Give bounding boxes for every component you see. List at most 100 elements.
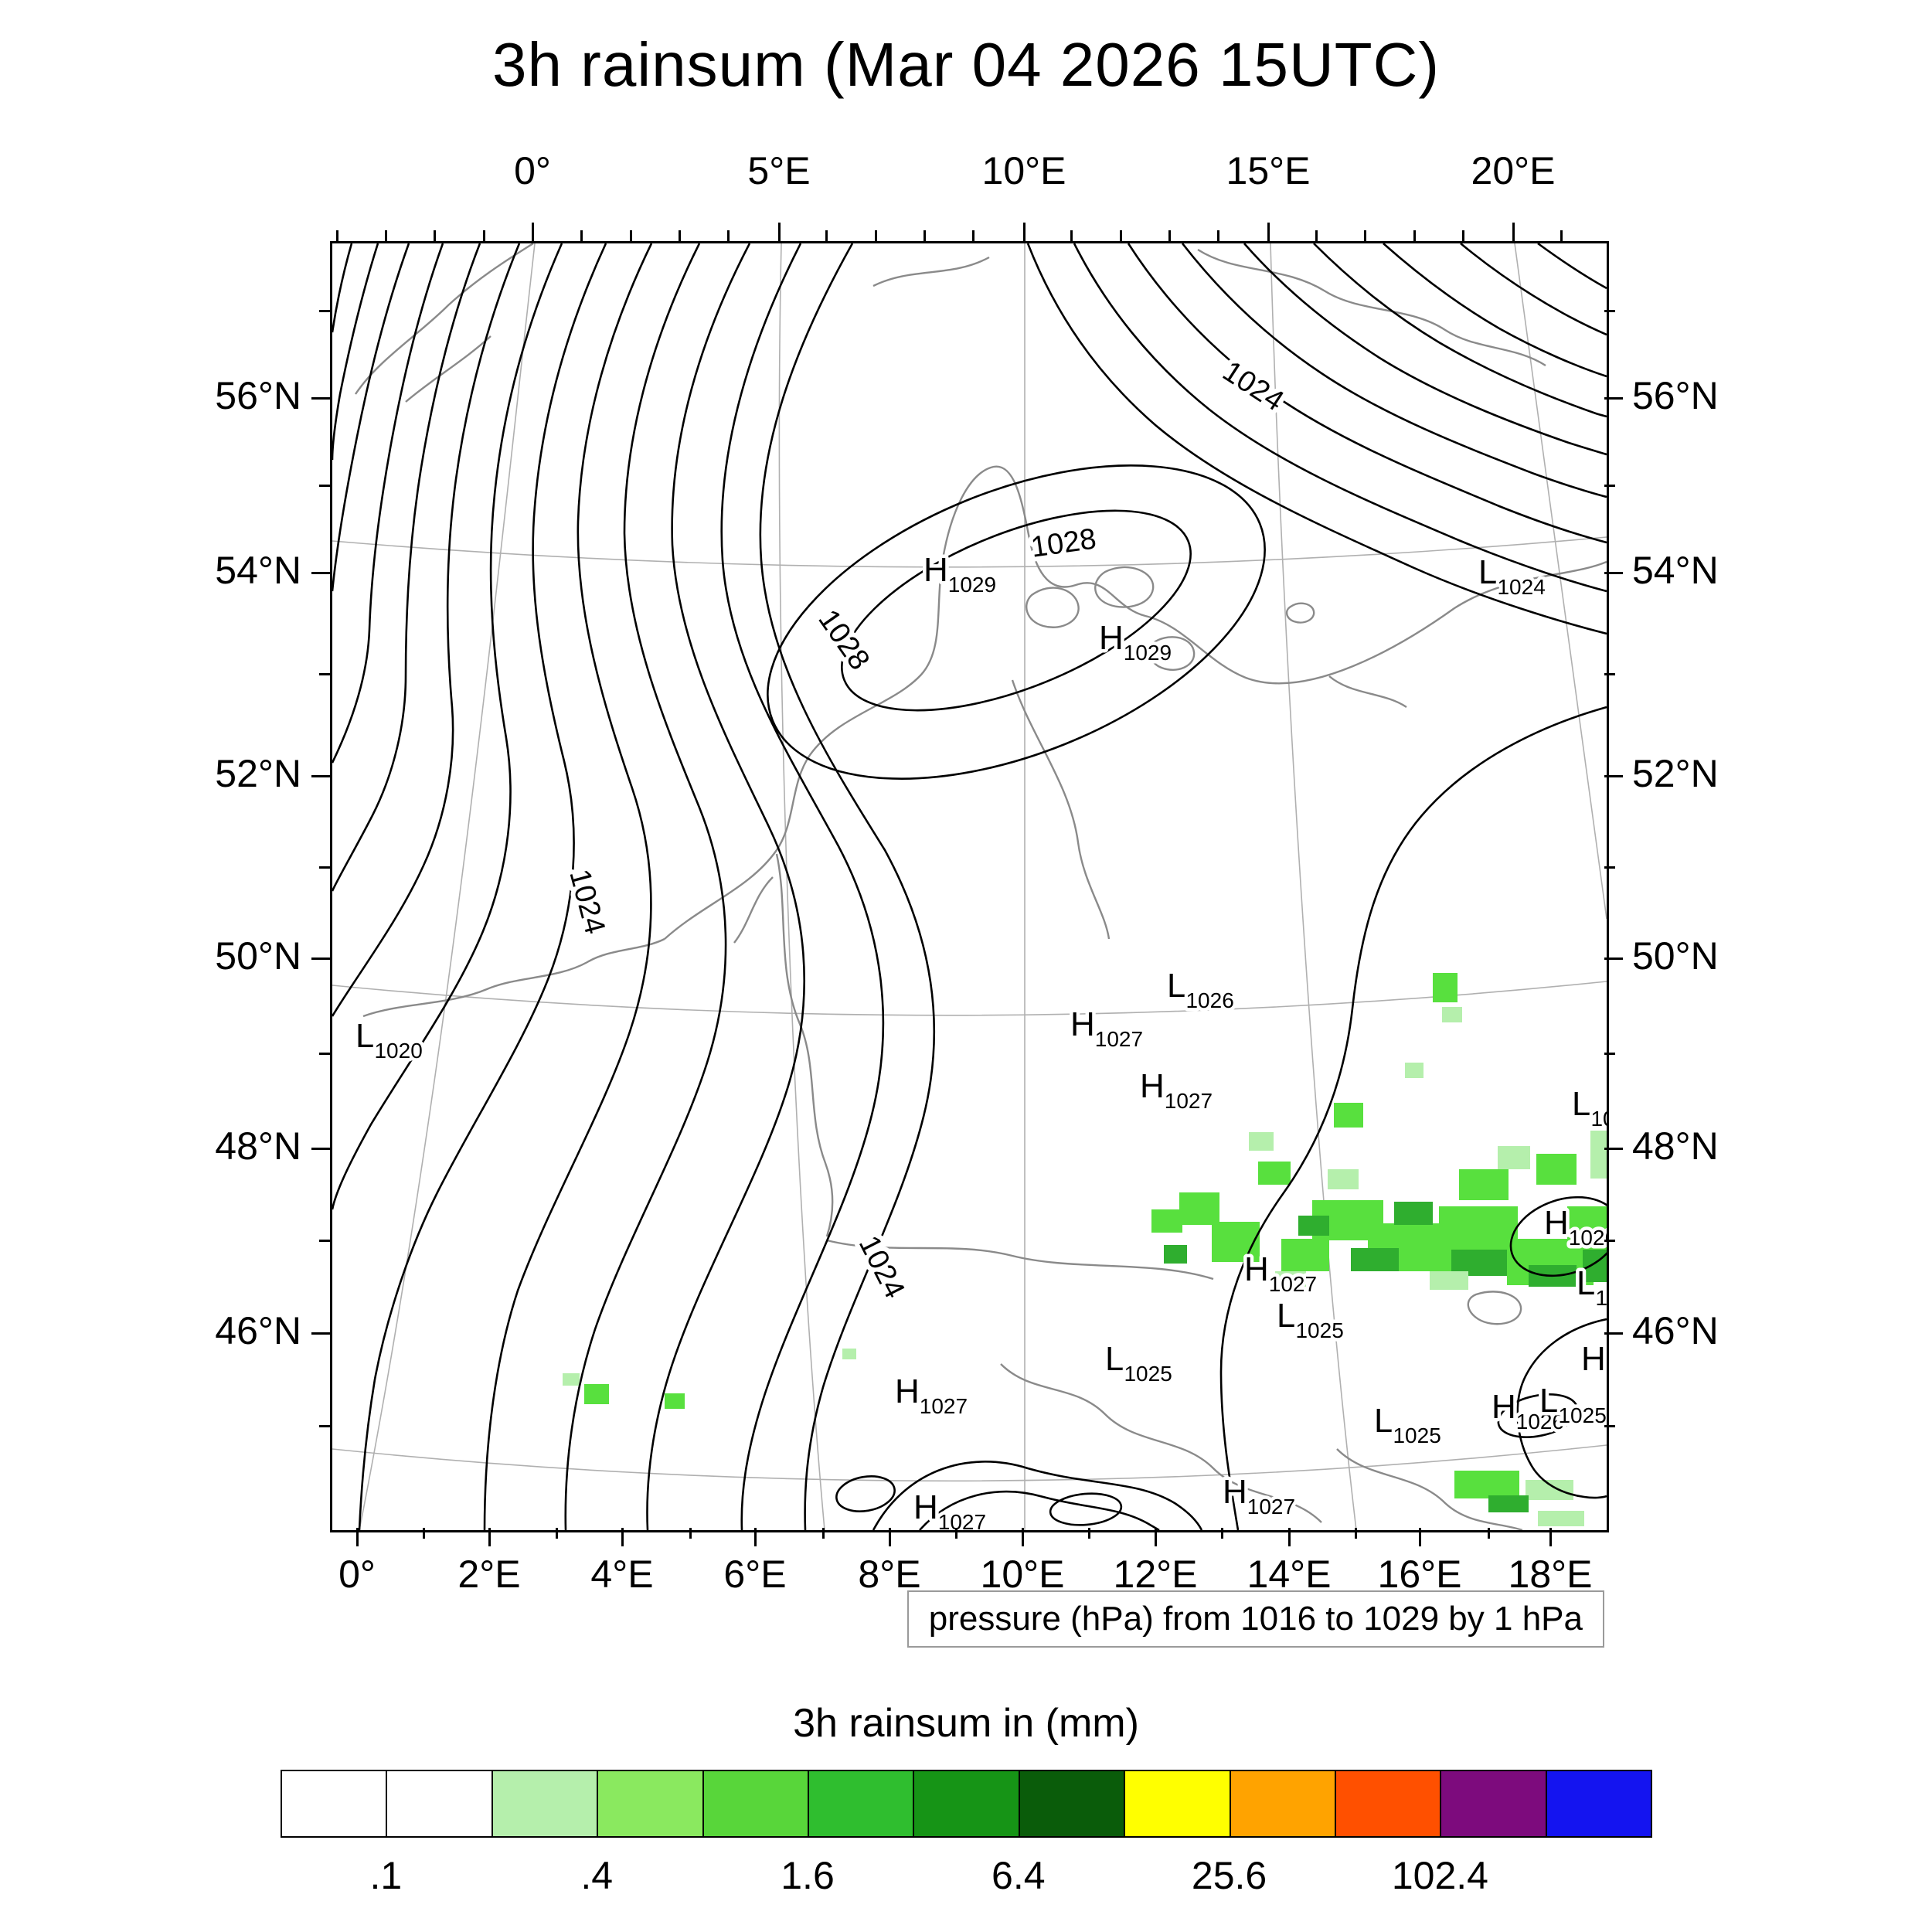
isobar-line [1313,243,1607,418]
coastline [355,243,534,395]
axis-bottom-label: 12°E [1113,1553,1198,1596]
axis-right-tick [1604,1332,1623,1335]
axis-bottom-tick [1419,1528,1421,1546]
coastline [1011,679,1111,940]
axis-bottom-label: 14°E [1247,1553,1332,1596]
axis-bottom-tick [1022,1528,1024,1546]
rain-patch [1442,1007,1462,1022]
graticule-line [332,1444,1607,1482]
axis-top-minor-tick [580,230,583,241]
graticule-line [332,536,1607,568]
axis-top-tick [1023,223,1026,241]
pressure-center-label: L1025 [1105,1340,1172,1386]
axis-left-label: 50°N [215,934,301,978]
graticule-line [359,243,536,1530]
pressure-center-label: H1027 [1223,1473,1295,1519]
isobar-value-label: 1028 [811,604,876,675]
axis-top-minor-tick [1070,230,1073,241]
axis-top-minor-tick [1315,230,1318,241]
isobar-line [332,243,521,1017]
rain-patch [1212,1222,1260,1262]
axis-top-minor-tick [1364,230,1366,241]
isobar-line [1181,243,1607,498]
isobar-line [332,243,563,1210]
colorbar-tick-label: .1 [369,1854,403,1897]
coastline [826,1239,1214,1281]
axis-left-minor-tick [319,1425,330,1427]
isobar-line [1383,243,1607,378]
colorbar-tick-label: 25.6 [1191,1854,1267,1897]
axis-right-tick [1604,957,1623,960]
axis-bottom-label: 6°E [723,1553,787,1596]
coastline [1467,1291,1522,1325]
axis-top-tick [778,223,781,241]
rain-patch [1405,1063,1423,1078]
isobar-closed-line [841,509,1192,712]
rain-patch [1179,1192,1219,1225]
axis-top-minor-tick [385,230,387,241]
axis-left-minor-tick [319,866,330,869]
rain-patch [665,1393,685,1409]
axis-top-minor-tick [727,230,730,241]
isobar-line [872,1461,1203,1530]
coastline [1328,675,1407,708]
coastline [664,465,1607,940]
isobar-line [332,243,481,892]
isobar-value-label: 1028 [1029,522,1099,563]
axis-bottom-label: 8°E [858,1553,921,1596]
axis-top-minor-tick [875,230,877,241]
coastline [1148,636,1196,671]
axis-left-minor-tick [319,1053,330,1055]
rain-patch [1430,1271,1468,1290]
axis-bottom-minor-tick [1221,1528,1223,1539]
colorbar-cell [702,1770,809,1838]
axis-bottom-minor-tick [955,1528,957,1539]
axis-left-tick [311,397,330,400]
axis-top-tick [532,223,534,241]
colorbar-tick-label: 1.6 [781,1854,835,1897]
rain-patch [1275,1271,1306,1290]
graticule-line [1270,243,1357,1530]
isobar-line [332,243,444,764]
rain-patch [1459,1169,1509,1200]
axis-top-minor-tick [679,230,681,241]
colorbar-cell [1335,1770,1442,1838]
rain-patch [1433,973,1458,1002]
axis-bottom-tick [621,1528,624,1546]
axis-right-tick [1604,397,1623,400]
axis-right-minor-tick [1604,673,1615,675]
axis-bottom-label: 2°E [457,1553,521,1596]
axis-bottom-minor-tick [822,1528,825,1539]
axis-right-tick [1604,1148,1623,1150]
colorbar-cell [913,1770,1020,1838]
pressure-center-label: L1026 [1167,967,1234,1012]
axis-left-label: 48°N [215,1124,301,1168]
axis-right-label: 54°N [1632,549,1719,592]
axis-left-minor-tick [319,1240,330,1242]
rain-patch [1583,1250,1607,1282]
axis-left-label: 54°N [215,549,301,592]
axis-left-minor-tick [319,673,330,675]
isobar-line [332,243,379,461]
axis-right-minor-tick [1604,310,1615,312]
colorbar-cell [281,1770,388,1838]
axis-left-minor-tick [319,310,330,312]
graticule-line [332,981,1607,1016]
axis-bottom-minor-tick [1355,1528,1357,1539]
rain-patch [1538,1511,1584,1526]
rain-patch [1328,1169,1359,1189]
isobar-closed-line [1049,1492,1123,1526]
axis-right-label: 56°N [1632,374,1719,417]
axis-bottom-label: 0° [338,1553,376,1596]
rain-patch [1454,1471,1519,1498]
axis-bottom-label: 4°E [590,1553,654,1596]
map-svg: 10281028102410241024H1029H1029L1024L1020… [332,243,1607,1530]
colorbar-cell [386,1770,493,1838]
axis-top-minor-tick [1413,230,1416,241]
colorbar-cell [1124,1770,1231,1838]
isobar-line [720,243,885,1530]
page-title: 3h rainsum (Mar 04 2026 15UTC) [492,30,1440,99]
axis-right-label: 48°N [1632,1124,1719,1168]
isobar-line [1243,243,1607,456]
